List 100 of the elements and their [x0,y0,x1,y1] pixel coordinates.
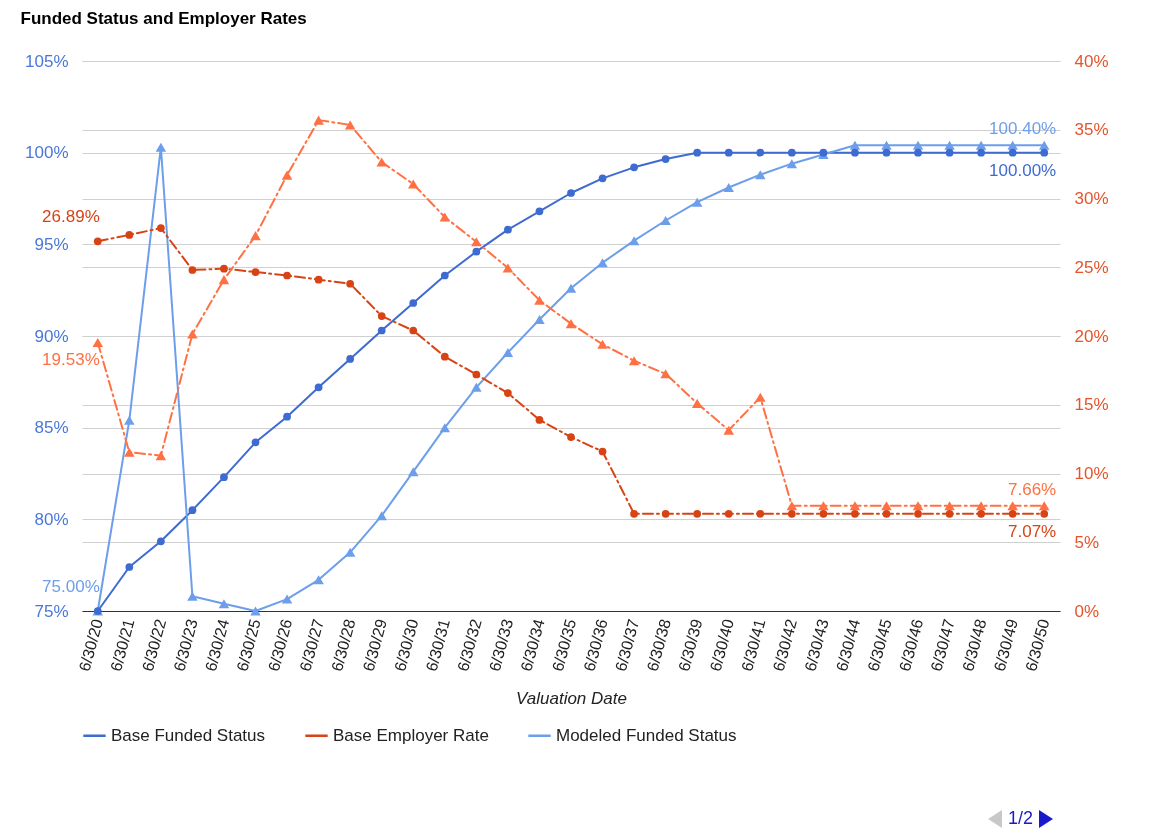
point [250,231,261,241]
point [409,299,418,307]
point [914,148,922,157]
point [755,170,766,180]
point [567,189,575,197]
point [786,501,798,511]
point [1038,140,1050,150]
point [220,473,228,482]
point [376,157,387,167]
point [440,352,449,361]
legend-label: Modeled Funded Status [556,725,737,745]
point [912,501,924,511]
point [818,501,829,511]
point [628,236,640,246]
point [598,174,607,183]
y2-tick-label: 35% [1074,120,1109,140]
y-tick-label: 90% [34,326,69,346]
x-tick-label: 6/30/38 [643,617,674,674]
point [283,271,291,280]
point [218,275,230,285]
x-tick-label: 6/30/27 [296,617,327,674]
x-tick-label: 6/30/32 [454,617,485,674]
point [377,326,386,335]
point [313,575,324,585]
point [439,212,451,222]
point [597,258,608,268]
point [250,606,261,616]
chart-title: Funded Status and Employer Rates [20,9,307,28]
text: 1/2 [1008,808,1034,829]
x-tick-label: 6/30/49 [990,617,1021,674]
point [409,326,418,335]
y-tick-label: 105% [25,51,69,71]
x-tick-label: 6/30/46 [896,617,927,674]
x-tick-label: 6/30/29 [359,617,390,674]
point [472,370,481,379]
point [851,148,859,157]
point [1008,509,1017,518]
x-tick-label: 6/30/34 [517,617,548,674]
point [157,537,165,546]
point [914,509,922,518]
point [535,207,544,216]
point [724,509,733,518]
point [882,148,891,157]
point [630,163,638,172]
point [724,148,733,157]
point [693,509,702,518]
point [534,295,545,305]
y2-tick-label: 15% [1074,395,1109,415]
point [881,501,892,511]
point [125,563,134,571]
point [124,415,135,425]
point [92,337,104,347]
point [155,142,167,152]
x-tick-label: 6/30/47 [927,617,958,674]
data-label: 26.89% [42,207,100,227]
point [281,170,293,180]
point [849,501,861,511]
point [471,237,482,247]
point [977,509,985,518]
x-tick-label: 6/30/37 [612,617,643,674]
point [945,148,954,157]
point [314,275,323,284]
point [376,511,387,521]
y-tick-label: 75% [34,601,69,621]
x-tick-label: 6/30/30 [391,617,422,674]
point [661,509,670,518]
x-tick-label: 6/30/36 [580,617,611,674]
x-tick-label: 6/30/35 [548,617,580,674]
point [787,509,796,518]
y2-tick-label: 10% [1074,464,1109,483]
data-label: 7.66% [1008,479,1057,499]
x-tick-label: 6/30/41 [738,617,769,674]
point [504,225,512,234]
point [661,155,670,163]
point [756,509,765,518]
point [1040,509,1049,518]
point [155,451,167,461]
x-tick-label: 6/30/25 [233,617,264,674]
x-axis-title: Valuation Date [516,689,627,709]
data-label: 75.00% [42,577,100,596]
point [977,148,985,157]
x-tick-label: 6/30/50 [1022,617,1053,674]
y2-tick-label: 30% [1074,189,1109,208]
point [93,237,102,246]
point [723,425,734,435]
point [975,501,987,511]
y2-tick-label: 40% [1074,51,1109,71]
y-tick-label: 80% [34,509,69,529]
data-label: 100.00% [989,160,1057,180]
point [819,509,828,518]
point [1008,148,1017,157]
point [755,392,766,402]
x-tick-label: 6/30/48 [959,617,990,674]
point [944,140,955,150]
point [660,369,671,379]
point [346,355,355,363]
point [1007,140,1018,150]
y2-tick-label: 0% [1074,601,1100,621]
point [157,224,165,232]
point [693,148,702,157]
